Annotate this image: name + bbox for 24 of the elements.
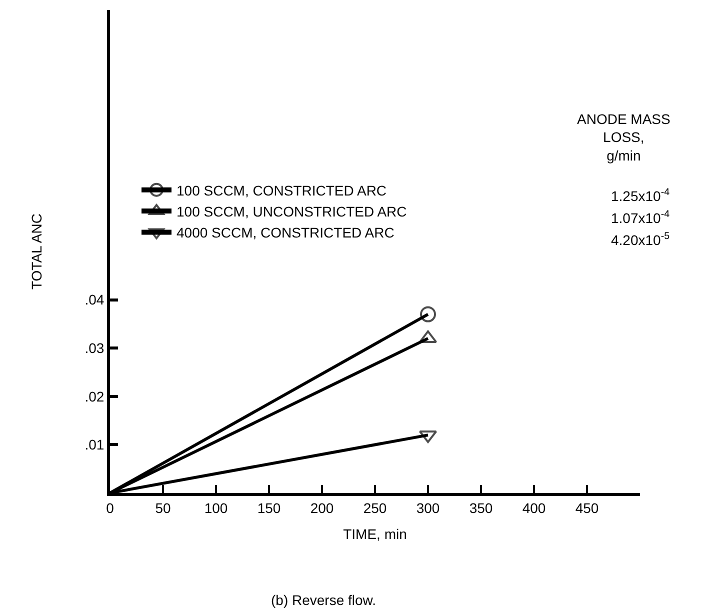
x-tick-label: 300 — [416, 500, 440, 516]
x-tick-label: 100 — [204, 500, 228, 516]
legend-label: 100 SCCM, UNCONSTRICTED ARC — [176, 203, 407, 220]
x-tick-label: 0 — [106, 500, 114, 516]
text: (b) Reverse flow. — [271, 592, 376, 608]
legend-label: 100 SCCM, CONSTRICTED ARC — [176, 182, 387, 198]
y-tick-label: .01 — [84, 436, 104, 453]
x-tick-label: 150 — [257, 500, 281, 516]
annotation: 4.20x10$^{-5}$ — [611, 231, 670, 248]
x-tick-label: 200 — [310, 500, 334, 516]
x-tick-label: 50 — [155, 500, 171, 516]
annotation: ANODE MASS LOSS, g/min — [577, 111, 670, 164]
x-tick-label: 400 — [522, 500, 546, 516]
y-axis-title: TOTAL ANC — [28, 214, 44, 290]
x-tick-label: 350 — [469, 500, 493, 516]
y-tick-label: .04 — [84, 292, 104, 308]
legend-label: 4000 SCCM, CONSTRICTED ARC — [176, 224, 394, 241]
x-tick-label: 450 — [575, 500, 599, 516]
annotation: 1.25x10$^{-4}$ — [611, 187, 670, 204]
x-tick-label: 250 — [363, 500, 387, 516]
y-tick-label: .03 — [84, 340, 104, 356]
annotation: 1.07x10$^{-4}$ — [611, 209, 670, 226]
x-axis-title: TIME, min — [343, 526, 407, 542]
y-tick-label: .02 — [84, 388, 104, 404]
